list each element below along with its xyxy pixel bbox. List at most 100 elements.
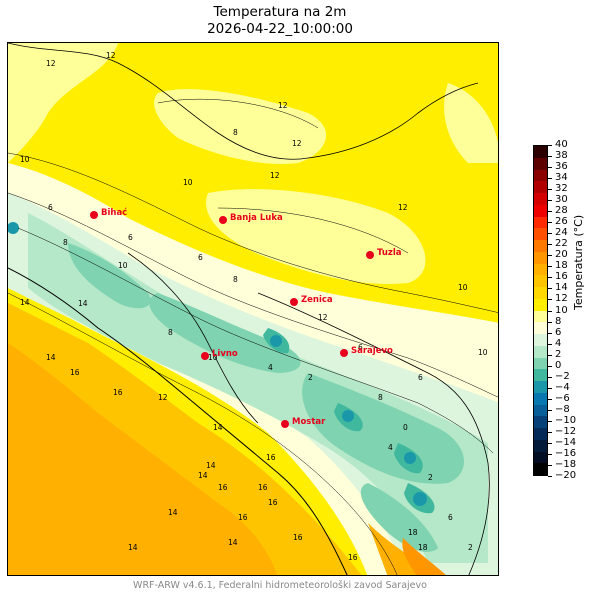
contour-label: 6 xyxy=(198,253,203,262)
colorbar-tick xyxy=(548,156,552,158)
contour-label: 2 xyxy=(308,373,313,382)
contour-label: 8 xyxy=(378,393,383,402)
contour-label: 6 xyxy=(358,343,363,352)
chart-title: Temperatura na 2m 2026-04-22_10:00:00 xyxy=(0,4,560,38)
colorbar-segment xyxy=(534,228,547,241)
colorbar-segment xyxy=(534,416,547,429)
colorbar-tick xyxy=(548,255,552,257)
colorbar-tick xyxy=(548,233,552,235)
city-label: Livno xyxy=(212,349,238,359)
colorbar-segment xyxy=(534,251,547,264)
city-label: Sarajevo xyxy=(351,346,393,356)
colorbar-tick-label: 24 xyxy=(555,227,568,239)
contour-label: 16 xyxy=(293,533,303,542)
contour-label: 6 xyxy=(448,513,453,522)
colorbar-segment xyxy=(534,428,547,441)
contour-label: 16 xyxy=(266,453,276,462)
city-label: Mostar xyxy=(292,417,326,427)
temperature-map: 12 12 12 10 12 8 12 10 6 6 8 10 6 8 12 1… xyxy=(7,42,499,576)
colorbar-tick-label: 16 xyxy=(555,271,568,283)
colorbar-segment xyxy=(534,193,547,206)
colorbar-segment xyxy=(534,345,547,358)
colorbar-segment xyxy=(534,263,547,276)
contour-label: 10 xyxy=(208,353,218,362)
contour-label: 14 xyxy=(128,543,138,552)
colorbar-tick xyxy=(548,442,552,444)
colorbar-tick xyxy=(548,420,552,422)
contour-label: 14 xyxy=(198,471,208,480)
colorbar-tick xyxy=(548,453,552,455)
colorbar-segment xyxy=(534,146,547,159)
colorbar-segment xyxy=(534,357,547,370)
colorbar-tick-label: 40 xyxy=(555,139,568,150)
colorbar-tick-label: 2 xyxy=(555,348,562,360)
colorbar-tick-label: 22 xyxy=(555,238,568,250)
colorbar-tick-label: 10 xyxy=(555,304,568,316)
colorbar-segment xyxy=(534,216,547,229)
colorbar-tick-label: 6 xyxy=(555,326,562,338)
colorbar-segment xyxy=(534,287,547,300)
colorbar-segment xyxy=(534,463,547,476)
colorbar-tick xyxy=(548,277,552,279)
contour-label: 4 xyxy=(268,363,273,372)
colorbar-tick-label: 8 xyxy=(555,315,562,327)
contour-label: 16 xyxy=(218,483,228,492)
colorbar-tick-label: 34 xyxy=(555,172,568,184)
colorbar-tick xyxy=(548,178,552,180)
colorbar-tick xyxy=(548,343,552,345)
colorbar-tick-label: −16 xyxy=(555,447,577,459)
colorbar-segment xyxy=(534,181,547,194)
colorbar-tick-label: −14 xyxy=(555,436,577,448)
colorbar-tick-label: −12 xyxy=(555,425,577,437)
contour-label: 4 xyxy=(388,443,393,452)
colorbar-tick-label: 28 xyxy=(555,205,568,217)
city-dot xyxy=(281,420,289,428)
colorbar-tick-label: −2 xyxy=(555,370,570,382)
colorbar-tick-label: 20 xyxy=(555,249,568,261)
colorbar-tick xyxy=(548,200,552,202)
colorbar-tick xyxy=(548,354,552,356)
colorbar-tick xyxy=(548,398,552,400)
title-line-1: Temperatura na 2m xyxy=(213,4,347,20)
colorbar-tick-label: 30 xyxy=(555,194,568,206)
city-label: Banja Luka xyxy=(230,213,283,223)
contour-label: 12 xyxy=(278,101,288,110)
colorbar-tick xyxy=(548,365,552,367)
colorbar-tick xyxy=(548,167,552,169)
contour-label: 6 xyxy=(128,233,133,242)
contour-label: 14 xyxy=(228,538,238,547)
colorbar-tick xyxy=(548,332,552,334)
colorbar-tick-label: −18 xyxy=(555,458,577,470)
contour-label: 8 xyxy=(233,128,238,137)
colorbar-segment xyxy=(534,369,547,382)
city-label: Zenica xyxy=(301,295,333,305)
colorbar-segment xyxy=(534,334,547,347)
contour-label: 14 xyxy=(78,299,88,308)
contour-label: 14 xyxy=(20,298,30,307)
colorbar-tick xyxy=(548,222,552,224)
city-label: Bihać xyxy=(101,208,128,218)
title-line-2: 2026-04-22_10:00:00 xyxy=(207,21,353,37)
colorbar-tick-label: −6 xyxy=(555,392,570,404)
colorbar-tick-label: 26 xyxy=(555,216,568,228)
contour-label: 16 xyxy=(113,388,123,397)
colorbar-tick xyxy=(548,387,552,389)
colorbar-tick-label: −4 xyxy=(555,381,570,393)
city-dot xyxy=(201,352,209,360)
colorbar-tick-label: −10 xyxy=(555,414,577,426)
colorbar-tick xyxy=(548,409,552,411)
colorbar-segment xyxy=(534,322,547,335)
contour-label: 2 xyxy=(468,543,473,552)
city-dot xyxy=(219,216,227,224)
contour-label: 16 xyxy=(70,368,80,377)
colorbar-segment xyxy=(534,392,547,405)
contour-label: 14 xyxy=(206,461,216,470)
colorbar-tick-label: 32 xyxy=(555,183,568,195)
colorbar-title: Temperatura (°C) xyxy=(572,214,585,310)
colorbar-tick xyxy=(548,321,552,323)
contour-label: 12 xyxy=(46,59,56,68)
colorbar-tick-label: −8 xyxy=(555,403,570,415)
contour-label: 14 xyxy=(213,423,223,432)
contour-label: 12 xyxy=(158,393,168,402)
contour-label: 10 xyxy=(20,155,30,164)
